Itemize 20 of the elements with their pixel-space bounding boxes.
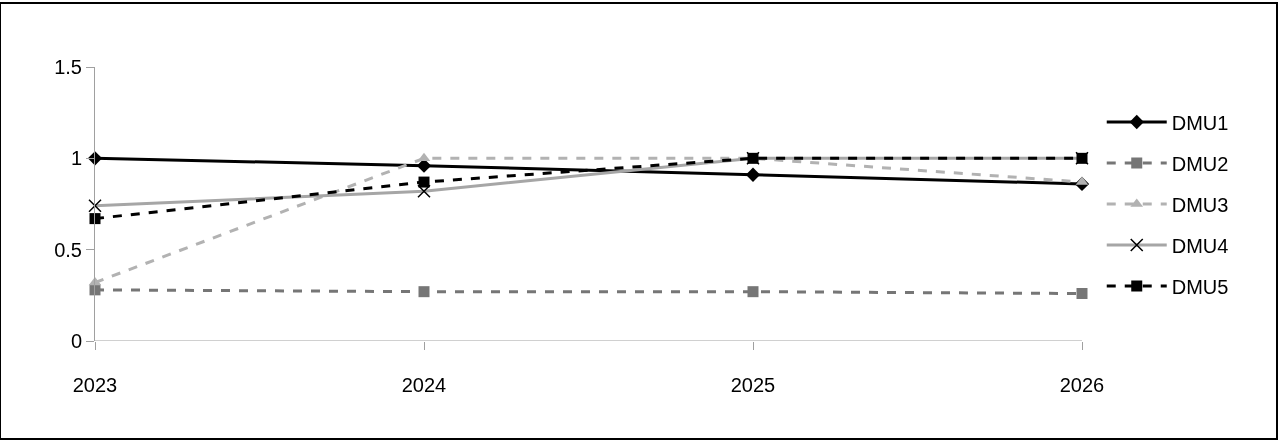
point (417, 152, 431, 162)
point (747, 286, 759, 298)
y-tick-label: 0 (70, 330, 82, 352)
legend-label: DMU4 (1171, 234, 1229, 257)
point (418, 286, 430, 298)
point (418, 176, 430, 188)
x-tick-label: 2025 (730, 374, 776, 396)
x-tick-label: 2026 (1059, 374, 1105, 396)
x-tick-label: 2024 (401, 374, 447, 396)
y-tick-label: 0.5 (54, 238, 82, 261)
point (1076, 288, 1088, 300)
legend-label: DMU5 (1171, 275, 1229, 298)
y-tick-label: 1 (70, 147, 82, 170)
legend-label: DMU3 (1171, 193, 1229, 216)
point (89, 213, 101, 225)
legend-label: DMU1 (1171, 111, 1229, 134)
y-tick-label: 1.5 (54, 56, 82, 78)
legend-label: DMU2 (1171, 152, 1229, 175)
point (745, 167, 761, 182)
x-tick-label: 2023 (72, 374, 118, 396)
